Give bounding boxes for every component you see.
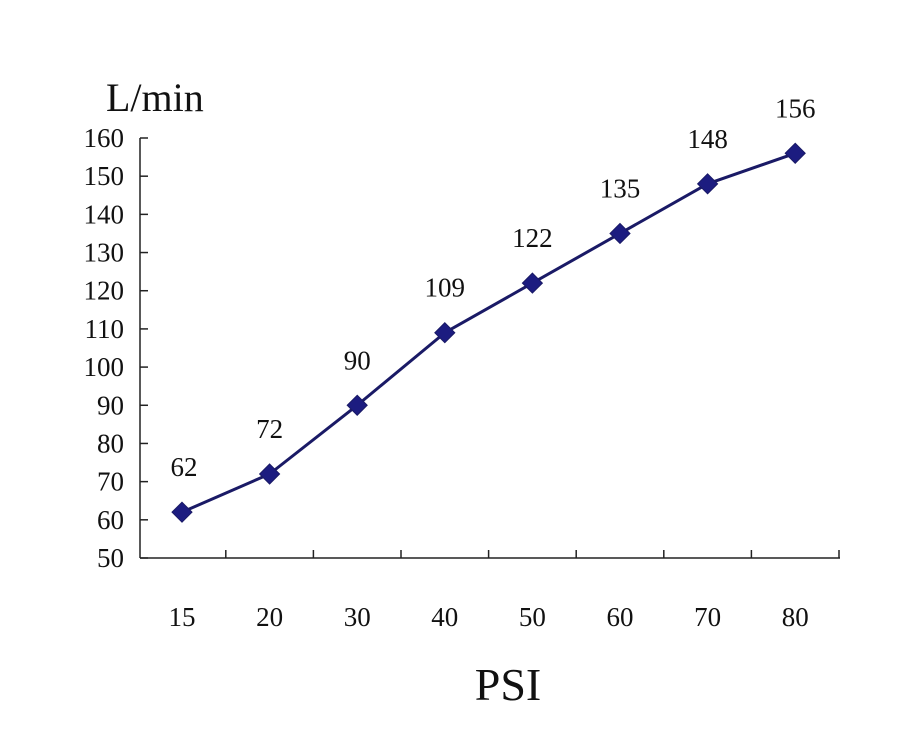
y-tick-label: 80 bbox=[97, 428, 124, 458]
data-label: 90 bbox=[344, 345, 371, 375]
axes bbox=[139, 138, 840, 559]
y-tick-label: 60 bbox=[97, 505, 124, 535]
data-point-marker bbox=[696, 173, 719, 195]
y-tick-label: 100 bbox=[84, 352, 125, 382]
x-ticks: 15 20 30 40 50 60 70 80 bbox=[169, 550, 840, 632]
y-tick-label: 120 bbox=[84, 276, 125, 306]
data-label: 109 bbox=[425, 273, 466, 303]
data-point-marker bbox=[346, 394, 368, 416]
series-line bbox=[181, 151, 796, 514]
data-label: 148 bbox=[687, 124, 728, 154]
x-tick-label: 15 bbox=[169, 602, 196, 632]
x-tick-label: 40 bbox=[431, 602, 458, 632]
y-axis-title: L/min bbox=[106, 75, 204, 120]
y-tick-label: 160 bbox=[84, 123, 125, 153]
data-label: 156 bbox=[775, 93, 816, 123]
x-tick-label: 60 bbox=[607, 602, 634, 632]
y-ticks: 50 60 70 80 90 100 110 120 130 140 150 160 bbox=[84, 123, 148, 573]
x-tick-label: 20 bbox=[256, 602, 283, 632]
x-axis-title: PSI bbox=[475, 659, 541, 710]
y-tick-label: 150 bbox=[84, 161, 125, 191]
y-tick-label: 90 bbox=[97, 390, 124, 420]
data-label: 122 bbox=[512, 223, 553, 253]
y-tick-label: 50 bbox=[97, 543, 124, 573]
data-label: 72 bbox=[256, 414, 283, 444]
x-tick-label: 70 bbox=[694, 602, 721, 632]
y-tick-label: 110 bbox=[85, 314, 125, 344]
data-point-marker bbox=[434, 322, 456, 344]
data-point-marker bbox=[609, 222, 631, 245]
x-tick-label: 50 bbox=[519, 602, 546, 632]
data-point-marker bbox=[784, 142, 806, 164]
y-tick-label: 70 bbox=[97, 467, 124, 497]
data-label: 62 bbox=[171, 452, 198, 482]
data-series bbox=[171, 142, 806, 523]
data-point-marker bbox=[258, 463, 281, 485]
x-tick-label: 30 bbox=[344, 602, 371, 632]
y-tick-label: 140 bbox=[84, 199, 125, 229]
x-tick-label: 80 bbox=[782, 602, 809, 632]
data-labels: 62 72 90 109 122 135 148 156 bbox=[171, 93, 816, 482]
data-point-marker bbox=[521, 272, 544, 294]
data-point-marker bbox=[171, 501, 193, 523]
y-tick-label: 130 bbox=[84, 238, 125, 268]
data-label: 135 bbox=[600, 173, 641, 203]
